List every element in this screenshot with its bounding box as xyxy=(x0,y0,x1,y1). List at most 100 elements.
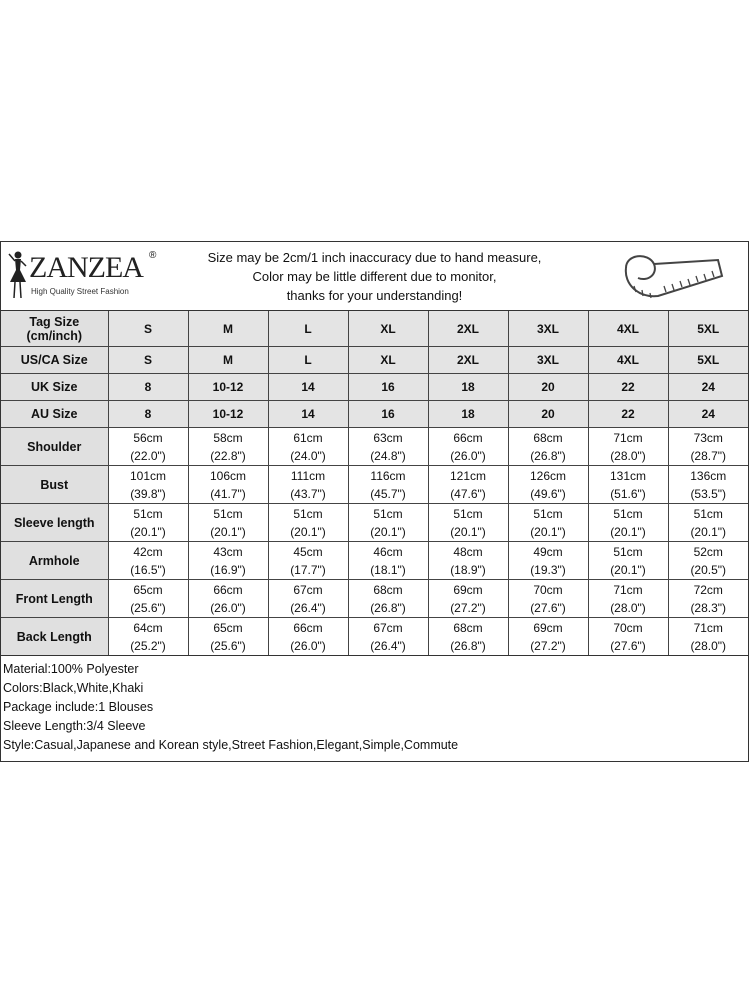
inch-value: (20.1") xyxy=(290,524,326,539)
measurement-cell: 43cm (16.9") xyxy=(187,541,269,580)
size-chart: ZANZEA ® High Quality Street Fashion Siz… xyxy=(0,241,749,762)
size-cell: 20 xyxy=(507,373,589,401)
measurement-cell: 72cm (28.3") xyxy=(667,579,748,618)
cm-value: 70cm xyxy=(613,620,643,635)
inch-value: (25.6") xyxy=(130,600,166,615)
cm-value: 73cm xyxy=(693,430,723,445)
notice-line: Color may be little different due to mon… xyxy=(252,269,497,284)
measurement-cell: 136cm (53.5") xyxy=(667,465,748,504)
cm-value: 48cm xyxy=(453,544,483,559)
row-label: Shoulder xyxy=(1,427,109,466)
size-cell: 18 xyxy=(427,373,509,401)
row-label: Armhole xyxy=(1,541,109,580)
inch-value: (22.8") xyxy=(210,448,246,463)
cm-value: 49cm xyxy=(533,544,563,559)
cm-value: 51cm xyxy=(373,506,403,521)
measurement-cell: 45cm (17.7") xyxy=(267,541,349,580)
inch-value: (26.4") xyxy=(370,638,406,653)
inch-value: (18.9") xyxy=(450,562,486,577)
measurement-cell: 49cm (19.3") xyxy=(507,541,589,580)
inch-value: (17.7") xyxy=(290,562,326,577)
note-colors: Colors:Black,White,Khaki xyxy=(3,681,144,695)
measuring-tape-icon xyxy=(624,255,724,299)
brand-name: ZANZEA xyxy=(29,251,144,284)
cm-value: 58cm xyxy=(213,430,243,445)
size-cell: XL xyxy=(347,311,429,347)
inch-value: (20.1") xyxy=(530,524,566,539)
cm-value: 69cm xyxy=(453,582,483,597)
size-cell: L xyxy=(267,346,349,374)
size-cell: 14 xyxy=(267,400,349,428)
inch-value: (24.0") xyxy=(290,448,326,463)
inch-value: (26.4") xyxy=(290,600,326,615)
cm-value: 126cm xyxy=(529,468,567,483)
notice-text: Size may be 2cm/1 inch inaccuracy due to… xyxy=(171,248,578,305)
note-sleeve-length: Sleeve Length:3/4 Sleeve xyxy=(3,719,146,733)
measurement-row: Back Length 64cm (25.2") 65cm (25.6") 66cm (26… xyxy=(1,617,748,655)
inch-value: (22.0") xyxy=(130,448,166,463)
measurement-cell: 131cm (51.6") xyxy=(587,465,669,504)
measurement-row: Front Length 65cm (25.6") 66cm (26.0") 67cm (2… xyxy=(1,579,748,618)
cm-value: 51cm xyxy=(453,506,483,521)
cm-value: 51cm xyxy=(133,506,163,521)
measurement-cell: 111cm (43.7") xyxy=(267,465,349,504)
size-table: Tag Size (cm/inch) S M L XL 2XL 3XL 4XL 5XL US/CA… xyxy=(1,311,748,655)
size-cell: 16 xyxy=(347,400,429,428)
measurement-cell: 68cm (26.8") xyxy=(507,427,589,466)
size-cell: 2XL xyxy=(427,346,509,374)
measurement-cell: 58cm (22.8") xyxy=(187,427,269,466)
size-cell: 5XL xyxy=(667,311,748,347)
measurement-cell: 66cm (26.0") xyxy=(427,427,509,466)
measurement-cell: 64cm (25.2") xyxy=(107,617,189,655)
brand-tagline: High Quality Street Fashion xyxy=(31,287,129,296)
size-cell: S xyxy=(107,311,189,347)
measurement-cell: 65cm (25.6") xyxy=(107,579,189,618)
inch-value: (20.1") xyxy=(130,524,166,539)
inch-value: (20.1") xyxy=(450,524,486,539)
size-cell: 18 xyxy=(427,400,509,428)
cm-value: 66cm xyxy=(293,620,323,635)
cm-value: 51cm xyxy=(213,506,243,521)
measurement-cell: 66cm (26.0") xyxy=(267,617,349,655)
measurement-cell: 101cm (39.8") xyxy=(107,465,189,504)
cm-value: 46cm xyxy=(373,544,403,559)
measurement-cell: 51cm (20.1") xyxy=(267,503,349,542)
notice-line: thanks for your understanding! xyxy=(286,288,463,303)
measurement-cell: 51cm (20.1") xyxy=(427,503,509,542)
inch-value: (26.0") xyxy=(450,448,486,463)
product-notes: Material:100% Polyester Colors:Black,Whi… xyxy=(1,655,748,761)
chart-header: ZANZEA ® High Quality Street Fashion Siz… xyxy=(1,242,748,311)
cm-value: 65cm xyxy=(133,582,163,597)
cm-value: 67cm xyxy=(373,620,403,635)
measurement-cell: 65cm (25.6") xyxy=(187,617,269,655)
measurement-cell: 71cm (28.0") xyxy=(587,579,669,618)
measurement-cell: 70cm (27.6") xyxy=(587,617,669,655)
size-cell: L xyxy=(267,311,349,347)
inch-value: (26.8") xyxy=(450,638,486,653)
inch-value: (20.5") xyxy=(690,562,727,577)
inch-value: (28.0") xyxy=(610,600,646,615)
measurement-cell: 71cm (28.0") xyxy=(587,427,669,466)
inch-value: (25.6") xyxy=(210,638,246,653)
size-cell: 5XL xyxy=(667,346,748,374)
measurement-cell: 116cm (45.7") xyxy=(347,465,429,504)
size-cell: 20 xyxy=(507,400,589,428)
cm-value: 111cm xyxy=(290,468,326,483)
cm-value: 56cm xyxy=(133,430,163,445)
cm-value: 72cm xyxy=(693,582,723,597)
cm-value: 70cm xyxy=(533,582,563,597)
inch-value: (28.0") xyxy=(610,448,646,463)
note-package: Package include:1 Blouses xyxy=(3,700,154,714)
row-label: Back Length xyxy=(1,617,109,655)
cm-value: 51cm xyxy=(613,544,643,559)
measurement-row: Bust 101cm (39.8") 106cm (41.7") 111cm (43.7")… xyxy=(1,465,748,504)
measurement-cell: 48cm (18.9") xyxy=(427,541,509,580)
measurement-cell: 51cm (20.1") xyxy=(587,541,669,580)
inch-value: (20.1") xyxy=(690,524,727,539)
cm-value: 121cm xyxy=(449,468,487,483)
measurement-cell: 66cm (26.0") xyxy=(187,579,269,618)
inch-value: (18.1") xyxy=(370,562,406,577)
cm-value: 68cm xyxy=(453,620,483,635)
measurement-cell: 56cm (22.0") xyxy=(107,427,189,466)
cm-value: 136cm xyxy=(690,468,727,483)
